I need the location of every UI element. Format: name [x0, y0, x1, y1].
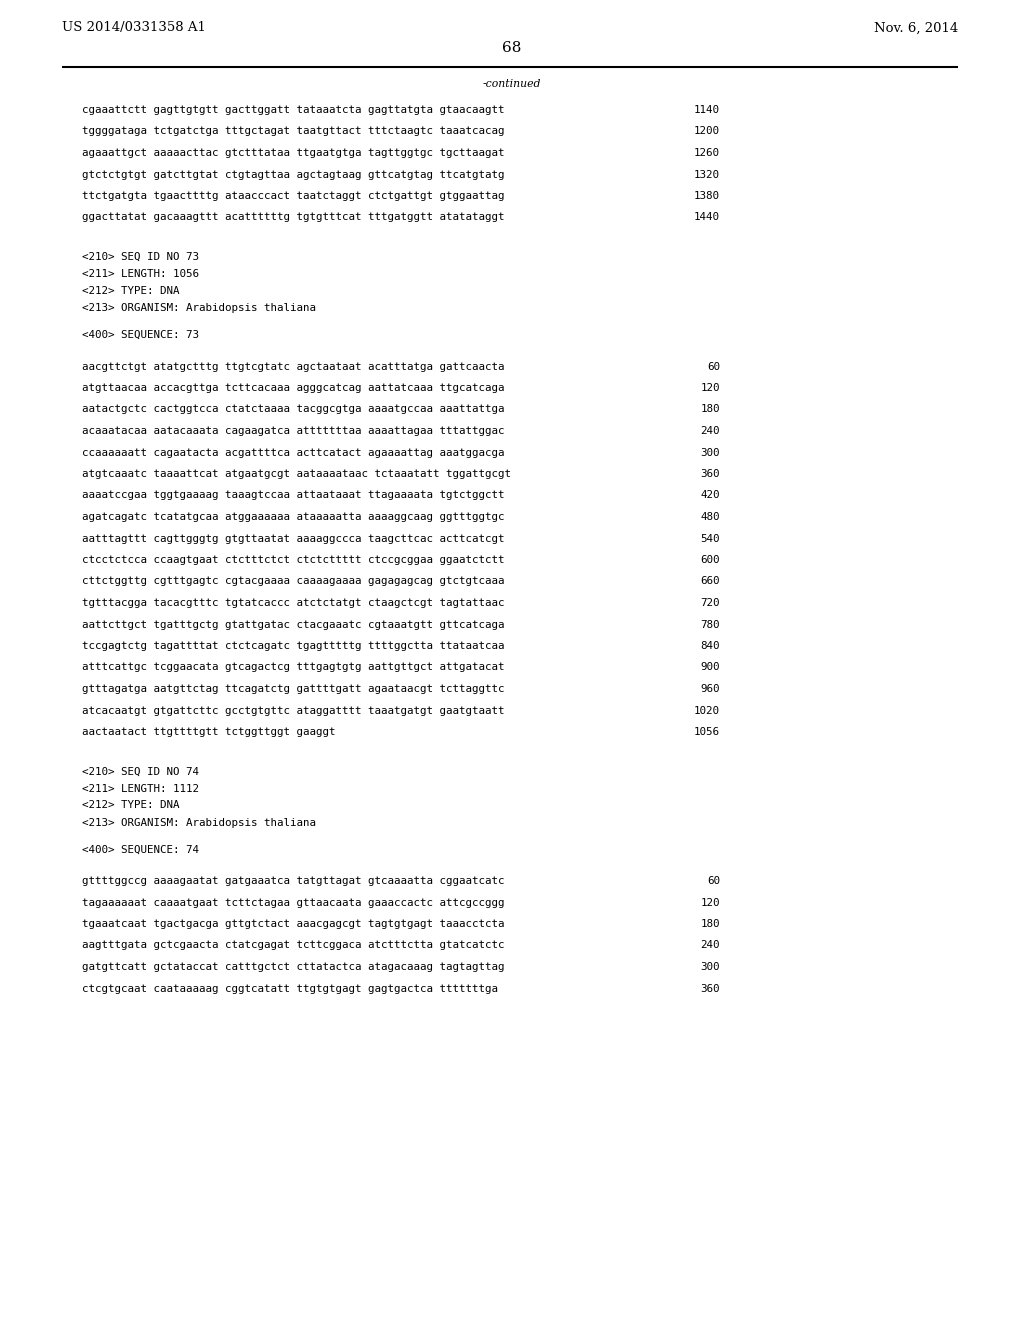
Text: agatcagatc tcatatgcaa atggaaaaaa ataaaaatta aaaaggcaag ggtttggtgc: agatcagatc tcatatgcaa atggaaaaaa ataaaaa…	[82, 512, 505, 521]
Text: 960: 960	[700, 684, 720, 694]
Text: gtttagatga aatgttctag ttcagatctg gattttgatt agaataacgt tcttaggttc: gtttagatga aatgttctag ttcagatctg gattttg…	[82, 684, 505, 694]
Text: gatgttcatt gctataccat catttgctct cttatactca atagacaaag tagtagttag: gatgttcatt gctataccat catttgctct cttatac…	[82, 962, 505, 972]
Text: 1380: 1380	[694, 191, 720, 201]
Text: tgaaatcaat tgactgacga gttgtctact aaacgagcgt tagtgtgagt taaacctcta: tgaaatcaat tgactgacga gttgtctact aaacgag…	[82, 919, 505, 929]
Text: <211> LENGTH: 1112: <211> LENGTH: 1112	[82, 784, 199, 793]
Text: tagaaaaaat caaaatgaat tcttctagaa gttaacaata gaaaccactc attcgccggg: tagaaaaaat caaaatgaat tcttctagaa gttaaca…	[82, 898, 505, 908]
Text: <211> LENGTH: 1056: <211> LENGTH: 1056	[82, 269, 199, 279]
Text: ctcgtgcaat caataaaaag cggtcatatt ttgtgtgagt gagtgactca tttttttga: ctcgtgcaat caataaaaag cggtcatatt ttgtgtg…	[82, 983, 498, 994]
Text: tgtttacgga tacacgtttc tgtatcaccc atctctatgt ctaagctcgt tagtattaac: tgtttacgga tacacgtttc tgtatcaccc atctcta…	[82, 598, 505, 609]
Text: ttctgatgta tgaacttttg ataacccact taatctaggt ctctgattgt gtggaattag: ttctgatgta tgaacttttg ataacccact taatcta…	[82, 191, 505, 201]
Text: 360: 360	[700, 469, 720, 479]
Text: 1140: 1140	[694, 106, 720, 115]
Text: 660: 660	[700, 577, 720, 586]
Text: 1260: 1260	[694, 148, 720, 158]
Text: atcacaatgt gtgattcttc gcctgtgttc ataggatttt taaatgatgt gaatgtaatt: atcacaatgt gtgattcttc gcctgtgttc ataggat…	[82, 705, 505, 715]
Text: -continued: -continued	[482, 79, 542, 88]
Text: aactaatact ttgttttgtt tctggttggt gaaggt: aactaatact ttgttttgtt tctggttggt gaaggt	[82, 727, 336, 737]
Text: 60: 60	[707, 876, 720, 886]
Text: 68: 68	[503, 41, 521, 55]
Text: atgtcaaatc taaaattcat atgaatgcgt aataaaataac tctaaatatt tggattgcgt: atgtcaaatc taaaattcat atgaatgcgt aataaaa…	[82, 469, 511, 479]
Text: aattcttgct tgatttgctg gtattgatac ctacgaaatc cgtaaatgtt gttcatcaga: aattcttgct tgatttgctg gtattgatac ctacgaa…	[82, 619, 505, 630]
Text: aaaatccgaa tggtgaaaag taaagtccaa attaataaat ttagaaaata tgtctggctt: aaaatccgaa tggtgaaaag taaagtccaa attaata…	[82, 491, 505, 500]
Text: 360: 360	[700, 983, 720, 994]
Text: acaaatacaa aatacaaata cagaagatca atttttttaa aaaattagaa tttattggac: acaaatacaa aatacaaata cagaagatca atttttt…	[82, 426, 505, 436]
Text: tggggataga tctgatctga tttgctagat taatgttact tttctaagtc taaatcacag: tggggataga tctgatctga tttgctagat taatgtt…	[82, 127, 505, 136]
Text: 1440: 1440	[694, 213, 720, 223]
Text: ctcctctcca ccaagtgaat ctctttctct ctctcttttt ctccgcggaa ggaatctctt: ctcctctcca ccaagtgaat ctctttctct ctctctt…	[82, 554, 505, 565]
Text: <212> TYPE: DNA: <212> TYPE: DNA	[82, 286, 179, 296]
Text: cgaaattctt gagttgtgtt gacttggatt tataaatcta gagttatgta gtaacaagtt: cgaaattctt gagttgtgtt gacttggatt tataaat…	[82, 106, 505, 115]
Text: 300: 300	[700, 962, 720, 972]
Text: <400> SEQUENCE: 74: <400> SEQUENCE: 74	[82, 845, 199, 854]
Text: 540: 540	[700, 533, 720, 544]
Text: 60: 60	[707, 362, 720, 371]
Text: 480: 480	[700, 512, 720, 521]
Text: ccaaaaaatt cagaatacta acgattttca acttcatact agaaaattag aaatggacga: ccaaaaaatt cagaatacta acgattttca acttcat…	[82, 447, 505, 458]
Text: aatttagttt cagttgggtg gtgttaatat aaaaggccca taagcttcac acttcatcgt: aatttagttt cagttgggtg gtgttaatat aaaaggc…	[82, 533, 505, 544]
Text: atgttaacaa accacgttga tcttcacaaa agggcatcag aattatcaaa ttgcatcaga: atgttaacaa accacgttga tcttcacaaa agggcat…	[82, 383, 505, 393]
Text: 420: 420	[700, 491, 720, 500]
Text: 120: 120	[700, 383, 720, 393]
Text: US 2014/0331358 A1: US 2014/0331358 A1	[62, 21, 206, 34]
Text: Nov. 6, 2014: Nov. 6, 2014	[873, 21, 958, 34]
Text: 840: 840	[700, 642, 720, 651]
Text: aacgttctgt atatgctttg ttgtcgtatc agctaataat acatttatga gattcaacta: aacgttctgt atatgctttg ttgtcgtatc agctaat…	[82, 362, 505, 371]
Text: atttcattgc tcggaacata gtcagactcg tttgagtgtg aattgttgct attgatacat: atttcattgc tcggaacata gtcagactcg tttgagt…	[82, 663, 505, 672]
Text: 900: 900	[700, 663, 720, 672]
Text: 1320: 1320	[694, 169, 720, 180]
Text: <400> SEQUENCE: 73: <400> SEQUENCE: 73	[82, 330, 199, 341]
Text: 180: 180	[700, 404, 720, 414]
Text: aatactgctc cactggtcca ctatctaaaa tacggcgtga aaaatgccaa aaattattga: aatactgctc cactggtcca ctatctaaaa tacggcg…	[82, 404, 505, 414]
Text: gttttggccg aaaagaatat gatgaaatca tatgttagat gtcaaaatta cggaatcatc: gttttggccg aaaagaatat gatgaaatca tatgtta…	[82, 876, 505, 886]
Text: <213> ORGANISM: Arabidopsis thaliana: <213> ORGANISM: Arabidopsis thaliana	[82, 817, 316, 828]
Text: aagtttgata gctcgaacta ctatcgagat tcttcggaca atctttctta gtatcatctc: aagtttgata gctcgaacta ctatcgagat tcttcgg…	[82, 940, 505, 950]
Text: cttctggttg cgtttgagtc cgtacgaaaa caaaagaaaa gagagagcag gtctgtcaaa: cttctggttg cgtttgagtc cgtacgaaaa caaaaga…	[82, 577, 505, 586]
Text: 1020: 1020	[694, 705, 720, 715]
Text: 1200: 1200	[694, 127, 720, 136]
Text: <212> TYPE: DNA: <212> TYPE: DNA	[82, 800, 179, 810]
Text: 600: 600	[700, 554, 720, 565]
Text: 1056: 1056	[694, 727, 720, 737]
Text: 180: 180	[700, 919, 720, 929]
Text: ggacttatat gacaaagttt acattttttg tgtgtttcat tttgatggtt atatataggt: ggacttatat gacaaagttt acattttttg tgtgttt…	[82, 213, 505, 223]
Text: 720: 720	[700, 598, 720, 609]
Text: 780: 780	[700, 619, 720, 630]
Text: <213> ORGANISM: Arabidopsis thaliana: <213> ORGANISM: Arabidopsis thaliana	[82, 304, 316, 313]
Text: <210> SEQ ID NO 73: <210> SEQ ID NO 73	[82, 252, 199, 261]
Text: 300: 300	[700, 447, 720, 458]
Text: 120: 120	[700, 898, 720, 908]
Text: <210> SEQ ID NO 74: <210> SEQ ID NO 74	[82, 767, 199, 776]
Text: tccgagtctg tagattttat ctctcagatc tgagtttttg ttttggctta ttataatcaa: tccgagtctg tagattttat ctctcagatc tgagttt…	[82, 642, 505, 651]
Text: gtctctgtgt gatcttgtat ctgtagttaa agctagtaag gttcatgtag ttcatgtatg: gtctctgtgt gatcttgtat ctgtagttaa agctagt…	[82, 169, 505, 180]
Text: 240: 240	[700, 940, 720, 950]
Text: agaaattgct aaaaacttac gtctttataa ttgaatgtga tagttggtgc tgcttaagat: agaaattgct aaaaacttac gtctttataa ttgaatg…	[82, 148, 505, 158]
Text: 240: 240	[700, 426, 720, 436]
